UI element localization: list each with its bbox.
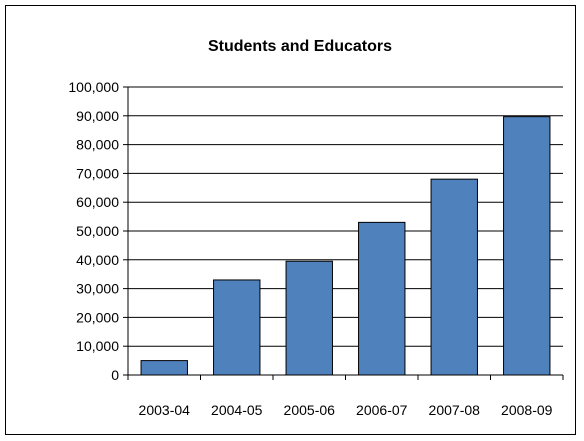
y-tick-label: 20,000 [76, 309, 119, 325]
y-tick-label: 60,000 [76, 194, 119, 210]
y-tick-label: 90,000 [76, 108, 119, 124]
bar-2008-09 [503, 116, 551, 376]
y-tick-label: 30,000 [76, 281, 119, 297]
chart-title: Students and Educators [208, 38, 392, 55]
x-tick-label: 2007-08 [429, 402, 481, 418]
axes [123, 86, 564, 380]
y-tick-label: 80,000 [76, 137, 119, 153]
x-tick-label: 2006-07 [356, 402, 408, 418]
y-tick-label: 100,000 [68, 79, 119, 95]
y-tick-label: 70,000 [76, 165, 119, 181]
bar-2003-04 [140, 360, 188, 376]
y-tick-label: 0 [111, 367, 119, 383]
bar-2006-07 [358, 221, 406, 376]
x-tick-label: 2003-04 [139, 402, 191, 418]
y-tick-label: 50,000 [76, 223, 119, 239]
bar-2004-05 [213, 279, 261, 376]
bars [140, 116, 551, 376]
x-tick-label: 2008-09 [501, 402, 553, 418]
x-tick-label: 2004-05 [211, 402, 263, 418]
bar-2005-06 [285, 260, 333, 376]
gridlines [128, 86, 563, 347]
y-tick-label: 10,000 [76, 338, 119, 354]
y-tick-label: 40,000 [76, 252, 119, 268]
x-tick-label: 2005-06 [284, 402, 336, 418]
tick-labels: 0 10,000 20,000 30,000 40,000 50,000 60,000 70,… [68, 79, 552, 418]
bar-2007-08 [430, 178, 478, 376]
